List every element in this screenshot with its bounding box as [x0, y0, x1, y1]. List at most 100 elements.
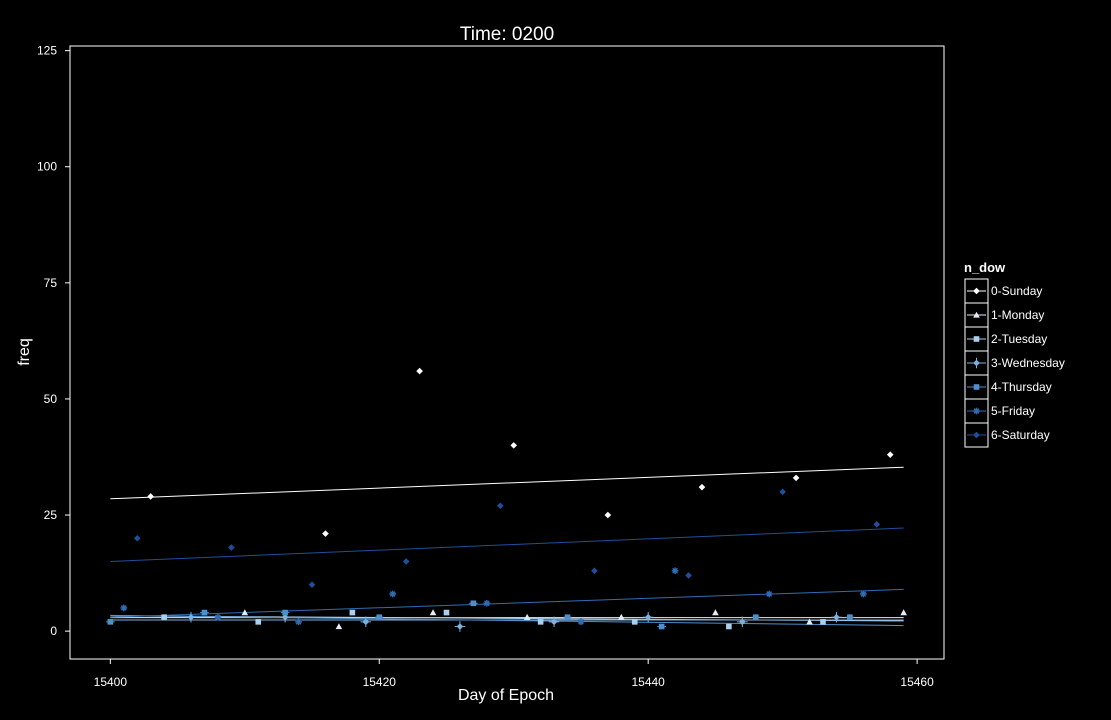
point-0-sunday [604, 511, 612, 519]
point-6-saturday [685, 572, 692, 579]
point-4-thursday [374, 614, 384, 621]
y-tick-label: 25 [44, 508, 58, 522]
point-1-monday [241, 609, 249, 616]
x-axis: 15400 15420 15440 15460 [94, 659, 934, 689]
point-6-saturday [779, 488, 786, 496]
legend-item-4-thursday: 4-Thursday [964, 374, 1052, 400]
legend-label: 5-Friday [991, 404, 1035, 418]
legend-key-marker [973, 431, 980, 439]
point-0-sunday [698, 483, 706, 491]
point-3-wednesday [548, 616, 560, 628]
point-3-wednesday [360, 616, 372, 628]
plot-panel [69, 45, 945, 660]
point-4-thursday [845, 614, 855, 621]
point-6-saturday [308, 581, 316, 588]
point-3-wednesday [737, 616, 748, 628]
point-6-saturday [496, 502, 504, 510]
point-6-saturday [228, 544, 235, 551]
point-0-sunday [416, 367, 423, 375]
point-4-thursday [751, 614, 761, 621]
legend-item-6-saturday: 6-Saturday [964, 422, 1050, 448]
x-tick-label: 15440 [631, 675, 665, 689]
point-6-saturday [402, 558, 410, 565]
x-axis-title: Day of Epoch [458, 687, 554, 704]
trend-lines [110, 466, 904, 627]
y-tick-label: 100 [37, 160, 57, 174]
trend-line-6-saturday [110, 527, 904, 562]
point-1-monday [900, 609, 907, 616]
legend-item-3-wednesday: 3-Wednesday [964, 350, 1065, 376]
point-5-friday [295, 618, 302, 626]
point-2-tuesday [820, 619, 826, 625]
point-4-thursday [657, 623, 666, 630]
legend-label: 3-Wednesday [991, 356, 1065, 370]
legend-title: n_dow [964, 260, 1006, 275]
point-6-saturday [873, 521, 881, 528]
y-tick-label: 125 [37, 44, 57, 58]
point-1-monday [806, 618, 813, 625]
chart-title: Time: 0200 [460, 24, 554, 45]
point-5-friday [860, 590, 867, 598]
point-2-tuesday [537, 619, 544, 625]
point-4-thursday [280, 609, 290, 616]
x-tick-label: 15460 [900, 675, 934, 689]
legend-key-marker [973, 336, 980, 342]
legend-label: 1-Monday [991, 308, 1044, 322]
point-2-tuesday [726, 623, 732, 630]
point-0-sunday [792, 474, 800, 482]
legend-label: 4-Thursday [991, 380, 1052, 394]
legend-key-marker [972, 384, 981, 390]
point-2-tuesday [631, 619, 638, 625]
point-0-sunday [147, 493, 154, 500]
point-2-tuesday [349, 609, 356, 616]
trend-line-5-friday [110, 588, 904, 618]
point-4-thursday [563, 614, 572, 621]
point-3-wednesday [642, 611, 654, 623]
point-5-friday [483, 599, 491, 607]
point-5-friday [671, 567, 679, 575]
legend-item-1-monday: 1-Monday [964, 302, 1044, 328]
data-points [106, 367, 907, 632]
point-1-monday [712, 609, 719, 616]
point-6-saturday [133, 534, 141, 542]
point-0-sunday [510, 442, 518, 449]
point-3-wednesday [454, 621, 466, 632]
trend-line-4-thursday [110, 614, 904, 627]
y-tick-label: 75 [44, 276, 58, 290]
point-6-saturday [591, 567, 598, 575]
y-axis-title: freq [16, 338, 33, 366]
y-tick-label: 50 [44, 392, 58, 406]
point-2-tuesday [161, 614, 167, 621]
point-5-friday [577, 618, 585, 626]
point-0-sunday [322, 530, 329, 537]
legend-label: 2-Tuesday [991, 332, 1047, 346]
point-4-thursday [106, 619, 115, 625]
point-5-friday [214, 613, 222, 621]
point-3-wednesday [831, 611, 842, 623]
point-4-thursday [200, 609, 209, 616]
legend-item-2-tuesday: 2-Tuesday [964, 326, 1047, 352]
legend-key-marker [973, 311, 980, 318]
point-1-monday [429, 609, 437, 616]
point-2-tuesday [443, 609, 450, 616]
point-1-monday [523, 613, 531, 620]
legend-label: 0-Sunday [991, 284, 1042, 298]
y-axis: 0 25 50 75 100 125 [37, 44, 70, 638]
x-tick-label: 15400 [94, 675, 128, 689]
x-tick-label: 15420 [363, 675, 397, 689]
point-4-thursday [469, 600, 478, 607]
point-1-monday [617, 613, 625, 620]
point-5-friday [389, 590, 397, 598]
legend-key-marker [973, 287, 980, 295]
legend-key-marker [973, 407, 980, 415]
point-2-tuesday [255, 619, 262, 625]
trend-line-0-sunday [110, 466, 904, 500]
point-5-friday [120, 604, 128, 612]
legend-item-0-sunday: 0-Sunday [964, 278, 1042, 304]
y-tick-label: 0 [50, 624, 57, 638]
legend: n_dow 0-Sunday 1-Monday 2-Tuesday 3-Wednesd… [964, 260, 1065, 448]
point-5-friday [765, 590, 773, 598]
point-3-wednesday [185, 611, 197, 623]
point-0-sunday [886, 451, 894, 458]
